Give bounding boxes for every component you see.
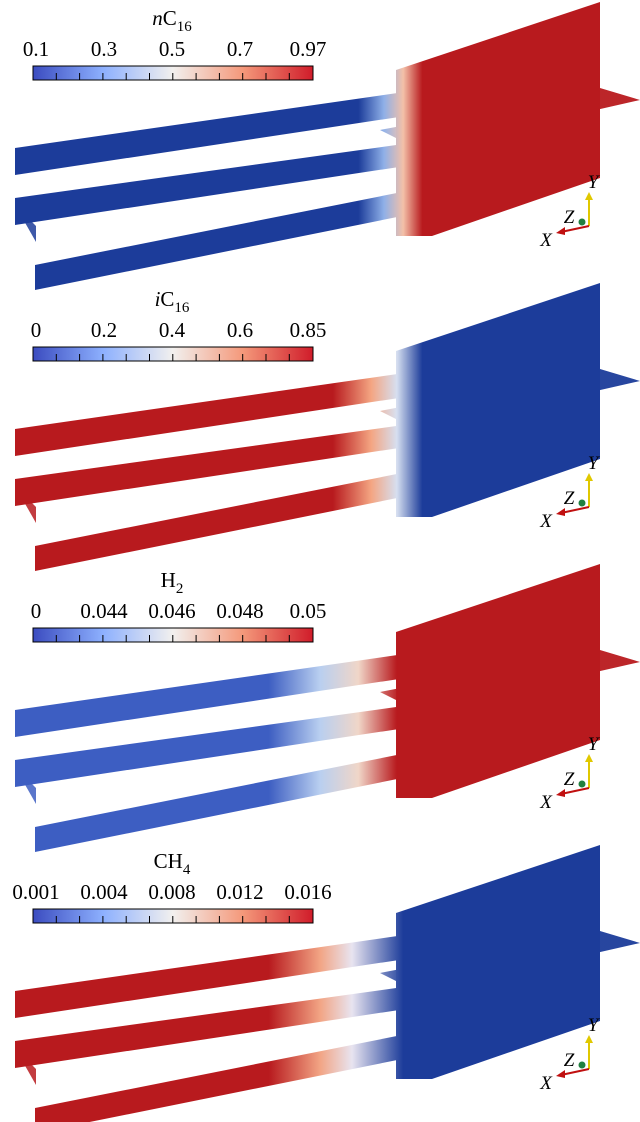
- axis-label: Z: [564, 1050, 575, 1071]
- title-part: 4: [183, 862, 191, 878]
- title-part: 2: [176, 581, 184, 597]
- title-part: 16: [174, 300, 190, 316]
- colorbar-title: iC16: [155, 287, 190, 316]
- colorbar-tick-label: 0.048: [216, 599, 263, 623]
- axis-label: Z: [564, 769, 575, 790]
- colorbar-tick-label: 0.008: [148, 880, 195, 904]
- axis-x-head: [556, 227, 565, 235]
- colorbar-tick-label: 0: [31, 318, 42, 342]
- axis-label: X: [539, 1073, 553, 1094]
- figure: 0.10.30.50.70.97nC16YZX00.20.40.60.85iC1…: [0, 0, 640, 1122]
- axis-y-head: [585, 192, 593, 200]
- colorbar-tick-label: 0.97: [290, 37, 327, 61]
- colorbar-tick-label: 0.012: [216, 880, 263, 904]
- axis-z: [579, 500, 586, 507]
- title-part: C: [160, 287, 174, 311]
- axis-label: X: [539, 230, 553, 251]
- axis-z: [579, 1062, 586, 1069]
- colorbar-title: H2: [161, 568, 184, 597]
- colorbar-tick-label: 0.044: [80, 599, 128, 623]
- colorbar-tick-label: 0.1: [23, 37, 49, 61]
- colorbar-tick-label: 0.016: [284, 880, 331, 904]
- title-part: H: [161, 568, 176, 592]
- colorbar-tick-label: 0.004: [80, 880, 128, 904]
- axis-x-head: [556, 1070, 565, 1078]
- axis-label: Z: [564, 207, 575, 228]
- colorbar-tick-label: 0.85: [290, 318, 327, 342]
- colorbar-tick-label: 0.4: [159, 318, 186, 342]
- colorbar-tick-label: 0.5: [159, 37, 185, 61]
- axis-label: Z: [564, 488, 575, 509]
- colorbar-tick-label: 0.7: [227, 37, 253, 61]
- colorbar-tick-label: 0.6: [227, 318, 253, 342]
- axis-z: [579, 219, 586, 226]
- axis-z: [579, 781, 586, 788]
- axis-label: X: [539, 792, 553, 813]
- title-part: CH: [154, 849, 183, 873]
- colorbar-title: nC16: [152, 6, 192, 35]
- title-part: 16: [177, 19, 193, 35]
- colorbar-tick-label: 0.046: [148, 599, 195, 623]
- colorbar-tick-label: 0.05: [290, 599, 327, 623]
- colorbar-tick-label: 0.3: [91, 37, 117, 61]
- colorbar-tick-label: 0.2: [91, 318, 117, 342]
- axis-x-head: [556, 508, 565, 516]
- axis-y-head: [585, 754, 593, 762]
- colorbar-title: CH4: [154, 849, 191, 878]
- axis-y-head: [585, 1035, 593, 1043]
- colorbar-tick-label: 0: [31, 599, 42, 623]
- title-part: n: [152, 6, 163, 30]
- axis-x-head: [556, 789, 565, 797]
- axis-label: X: [539, 511, 553, 532]
- title-part: C: [163, 6, 177, 30]
- colorbar-tick-label: 0.001: [12, 880, 59, 904]
- axis-y-head: [585, 473, 593, 481]
